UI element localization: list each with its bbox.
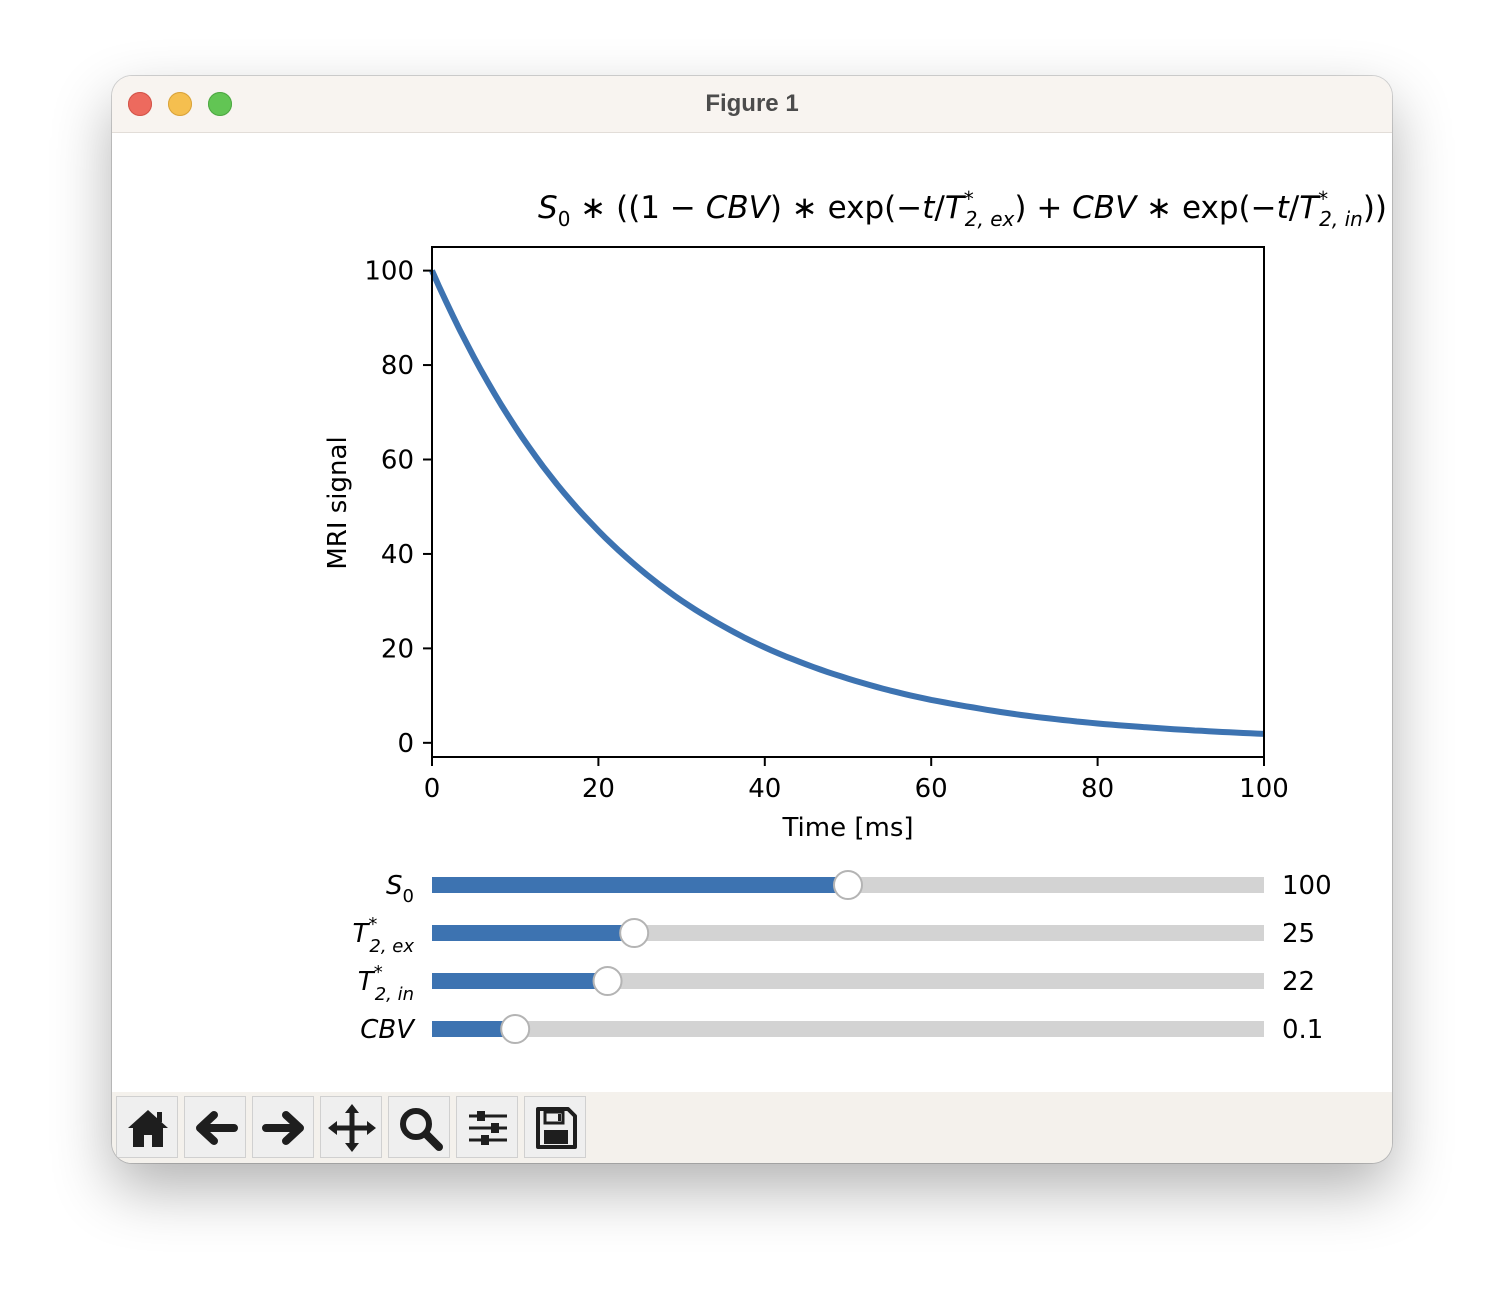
slider-value: 25 [1282,919,1315,949]
forward-arrow-icon [262,1111,304,1145]
slider-panel: S0 100 T* 2, ex 25 T* 2, in 22 CBV 0.1 [352,870,1332,1045]
figure-canvas[interactable]: S0 ∗ ((1 − CBV) ∗ exp(−t/T* 2, ex) + CBV … [112,133,1392,1093]
back-arrow-icon [196,1111,238,1145]
x-axis-label: Time [ms] [781,813,913,843]
y-tick-label: 80 [381,351,414,381]
x-tick-label: 20 [582,774,615,804]
window-title: Figure 1 [705,90,799,117]
subplots-sliders-icon [469,1111,507,1145]
slider-handle[interactable] [619,918,650,948]
plot-area: 0 20 40 60 80 100 0 20 40 60 80 100 [364,246,1289,804]
slider-1[interactable]: S0 100 [386,870,1332,907]
slider-label: S0 [386,871,414,907]
x-tick-label: 80 [1081,774,1114,804]
slider-label: T* 2, ex [352,914,414,957]
y-tick-label: 100 [364,257,414,287]
figure-window: Figure 1 S0 ∗ ((1 − CBV) ∗ exp(−t/T* 2, e… [112,76,1392,1163]
slider-handle[interactable] [500,1014,531,1044]
configure-subplots-button[interactable] [456,1096,518,1158]
slider-2[interactable]: T* 2, ex 25 [352,914,1315,957]
slider-handle[interactable] [833,870,863,900]
title-bar: Figure 1 [112,76,1392,133]
zoom-magnifier-icon [400,1108,443,1151]
slider-label: T* 2, in [358,962,414,1005]
y-tick-label: 20 [381,634,414,664]
y-tick-label: 0 [397,729,414,759]
slider-handle[interactable] [592,966,623,996]
zoom-button[interactable] [388,1096,450,1158]
pan-move-icon [328,1104,376,1152]
home-button[interactable] [116,1096,178,1158]
zoom-window-button[interactable] [208,92,232,116]
slider-value: 22 [1282,967,1315,997]
x-tick-label: 40 [748,774,781,804]
slider-label: CBV [360,1015,416,1045]
slider-fill [432,925,635,941]
slider-track[interactable] [432,1021,1264,1037]
x-tick-label: 0 [424,774,441,804]
y-axis-label: MRI signal [323,436,353,569]
close-window-button[interactable] [128,92,152,116]
back-button[interactable] [184,1096,246,1158]
slider-3[interactable]: T* 2, in 22 [358,962,1315,1005]
slider-track[interactable] [432,973,1264,989]
save-button[interactable] [524,1096,586,1158]
forward-button[interactable] [252,1096,314,1158]
navigation-toolbar [112,1092,1392,1163]
minimize-window-button[interactable] [168,92,192,116]
slider-fill [432,1021,516,1037]
slider-value: 0.1 [1282,1015,1323,1045]
slider-fill [432,877,848,893]
slider-4[interactable]: CBV 0.1 [360,1014,1323,1045]
home-icon [128,1110,168,1147]
save-floppy-icon [536,1107,577,1149]
signal-decay-line [429,269,1265,737]
pan-button[interactable] [320,1096,382,1158]
slider-fill [432,973,608,989]
x-tick-label: 100 [1239,774,1289,804]
slider-value: 100 [1282,871,1332,901]
y-tick-label: 40 [381,540,414,570]
plot-title: S0 ∗ ((1 − CBV) ∗ exp(−t/T* 2, ex) + CBV … [538,187,1387,231]
x-tick-label: 60 [915,774,948,804]
y-tick-label: 60 [381,446,414,476]
axes-frame [431,246,1265,758]
